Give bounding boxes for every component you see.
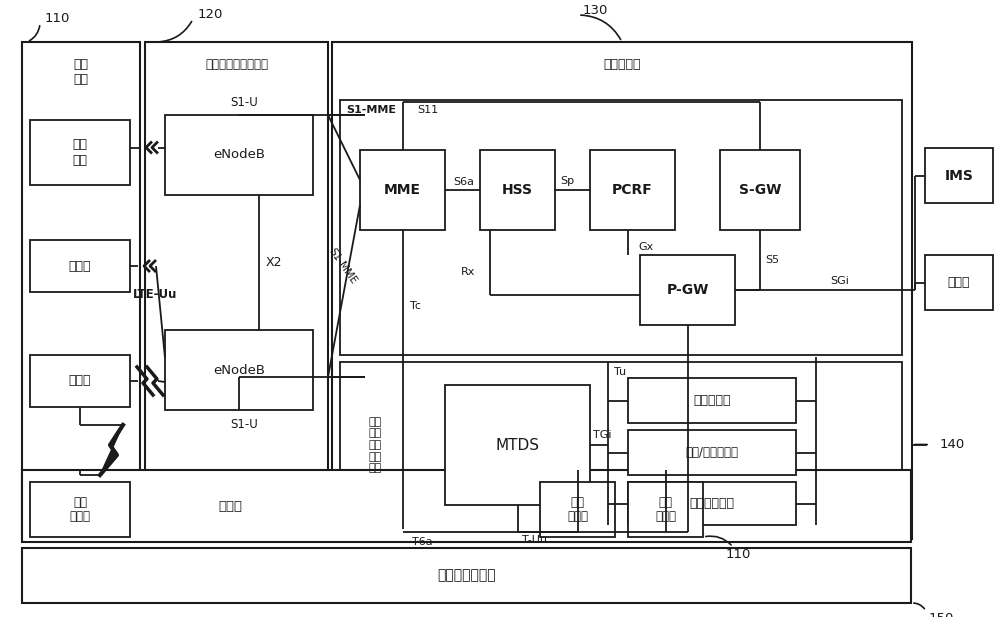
Text: P-GW: P-GW <box>666 283 709 297</box>
Text: S11: S11 <box>418 105 439 115</box>
Text: IMS: IMS <box>945 168 973 183</box>
Bar <box>340 100 902 355</box>
Text: PCRF: PCRF <box>612 183 653 197</box>
Text: 用户
终端: 用户 终端 <box>74 58 88 86</box>
Text: MME: MME <box>384 183 421 197</box>
Text: 网络子系统: 网络子系统 <box>603 57 641 70</box>
Text: SGi: SGi <box>830 276 849 286</box>
Text: TGi: TGi <box>593 430 612 440</box>
Bar <box>360 150 445 230</box>
Polygon shape <box>100 425 123 475</box>
Text: 应用服务器: 应用服务器 <box>693 394 731 407</box>
Text: 互联网: 互联网 <box>948 276 970 289</box>
Bar <box>540 482 615 537</box>
Text: S6a: S6a <box>453 177 474 187</box>
Bar <box>445 385 590 505</box>
Bar <box>145 42 328 539</box>
Text: 110: 110 <box>725 547 751 560</box>
Text: S5: S5 <box>765 255 779 265</box>
Bar <box>640 255 735 325</box>
Text: 130: 130 <box>583 4 608 17</box>
Text: X2: X2 <box>266 256 282 269</box>
Bar <box>30 240 130 292</box>
Bar <box>165 115 313 195</box>
Text: S1-MME: S1-MME <box>327 246 359 286</box>
Bar <box>925 148 993 203</box>
Bar <box>165 330 313 410</box>
Text: HSS: HSS <box>502 183 533 197</box>
Bar <box>628 378 796 423</box>
Text: 有线
调度台: 有线 调度台 <box>655 495 676 523</box>
Text: T-Uu: T-Uu <box>522 535 548 545</box>
Bar <box>720 150 800 230</box>
Text: Sp: Sp <box>560 176 574 186</box>
Bar <box>30 482 130 537</box>
Bar <box>628 430 796 475</box>
Text: 有线
调度台: 有线 调度台 <box>567 495 588 523</box>
Text: 120: 120 <box>198 7 223 20</box>
Text: Tc: Tc <box>411 301 422 311</box>
Bar <box>22 470 911 542</box>
Text: 手持
终端: 手持 终端 <box>72 138 88 167</box>
Text: 固定台: 固定台 <box>69 375 91 387</box>
Text: 车载台: 车载台 <box>69 260 91 273</box>
Text: eNodeB: eNodeB <box>213 363 265 376</box>
Bar <box>30 355 130 407</box>
Text: MTDS: MTDS <box>496 437 540 452</box>
Text: 140: 140 <box>940 438 965 451</box>
Text: S1-MME: S1-MME <box>346 105 396 115</box>
Text: 多媒
体集
群调
度子
系统: 多媒 体集 群调 度子 系统 <box>368 417 382 473</box>
Text: 调度台: 调度台 <box>218 500 242 513</box>
Bar <box>22 548 911 603</box>
Text: 互联互通网关: 互联互通网关 <box>690 497 734 510</box>
Text: Tu: Tu <box>614 367 626 377</box>
Text: eNodeB: eNodeB <box>213 149 265 162</box>
Text: S1-U: S1-U <box>230 96 258 109</box>
Text: Rx: Rx <box>461 267 475 277</box>
Text: S-GW: S-GW <box>739 183 781 197</box>
Bar <box>480 150 555 230</box>
Bar <box>332 42 912 539</box>
Text: LTE-Uu: LTE-Uu <box>133 289 177 302</box>
Bar <box>590 150 675 230</box>
Bar <box>628 482 703 537</box>
Bar <box>30 120 130 185</box>
Bar <box>628 482 796 525</box>
Bar <box>925 255 993 310</box>
Text: T6a: T6a <box>413 537 433 547</box>
Text: 操作维护子系统: 操作维护子系统 <box>437 568 496 582</box>
Text: Gx: Gx <box>639 242 654 252</box>
Bar <box>340 362 902 527</box>
Bar <box>22 42 140 539</box>
Text: 录音/录像服务器: 录音/录像服务器 <box>686 446 738 459</box>
Text: 无线
调度台: 无线 调度台 <box>70 495 90 523</box>
Text: S1-U: S1-U <box>230 418 258 431</box>
Text: 150: 150 <box>929 611 954 617</box>
Text: 宽带无线接入子系统: 宽带无线接入子系统 <box>205 57 268 70</box>
Text: 110: 110 <box>45 12 70 25</box>
